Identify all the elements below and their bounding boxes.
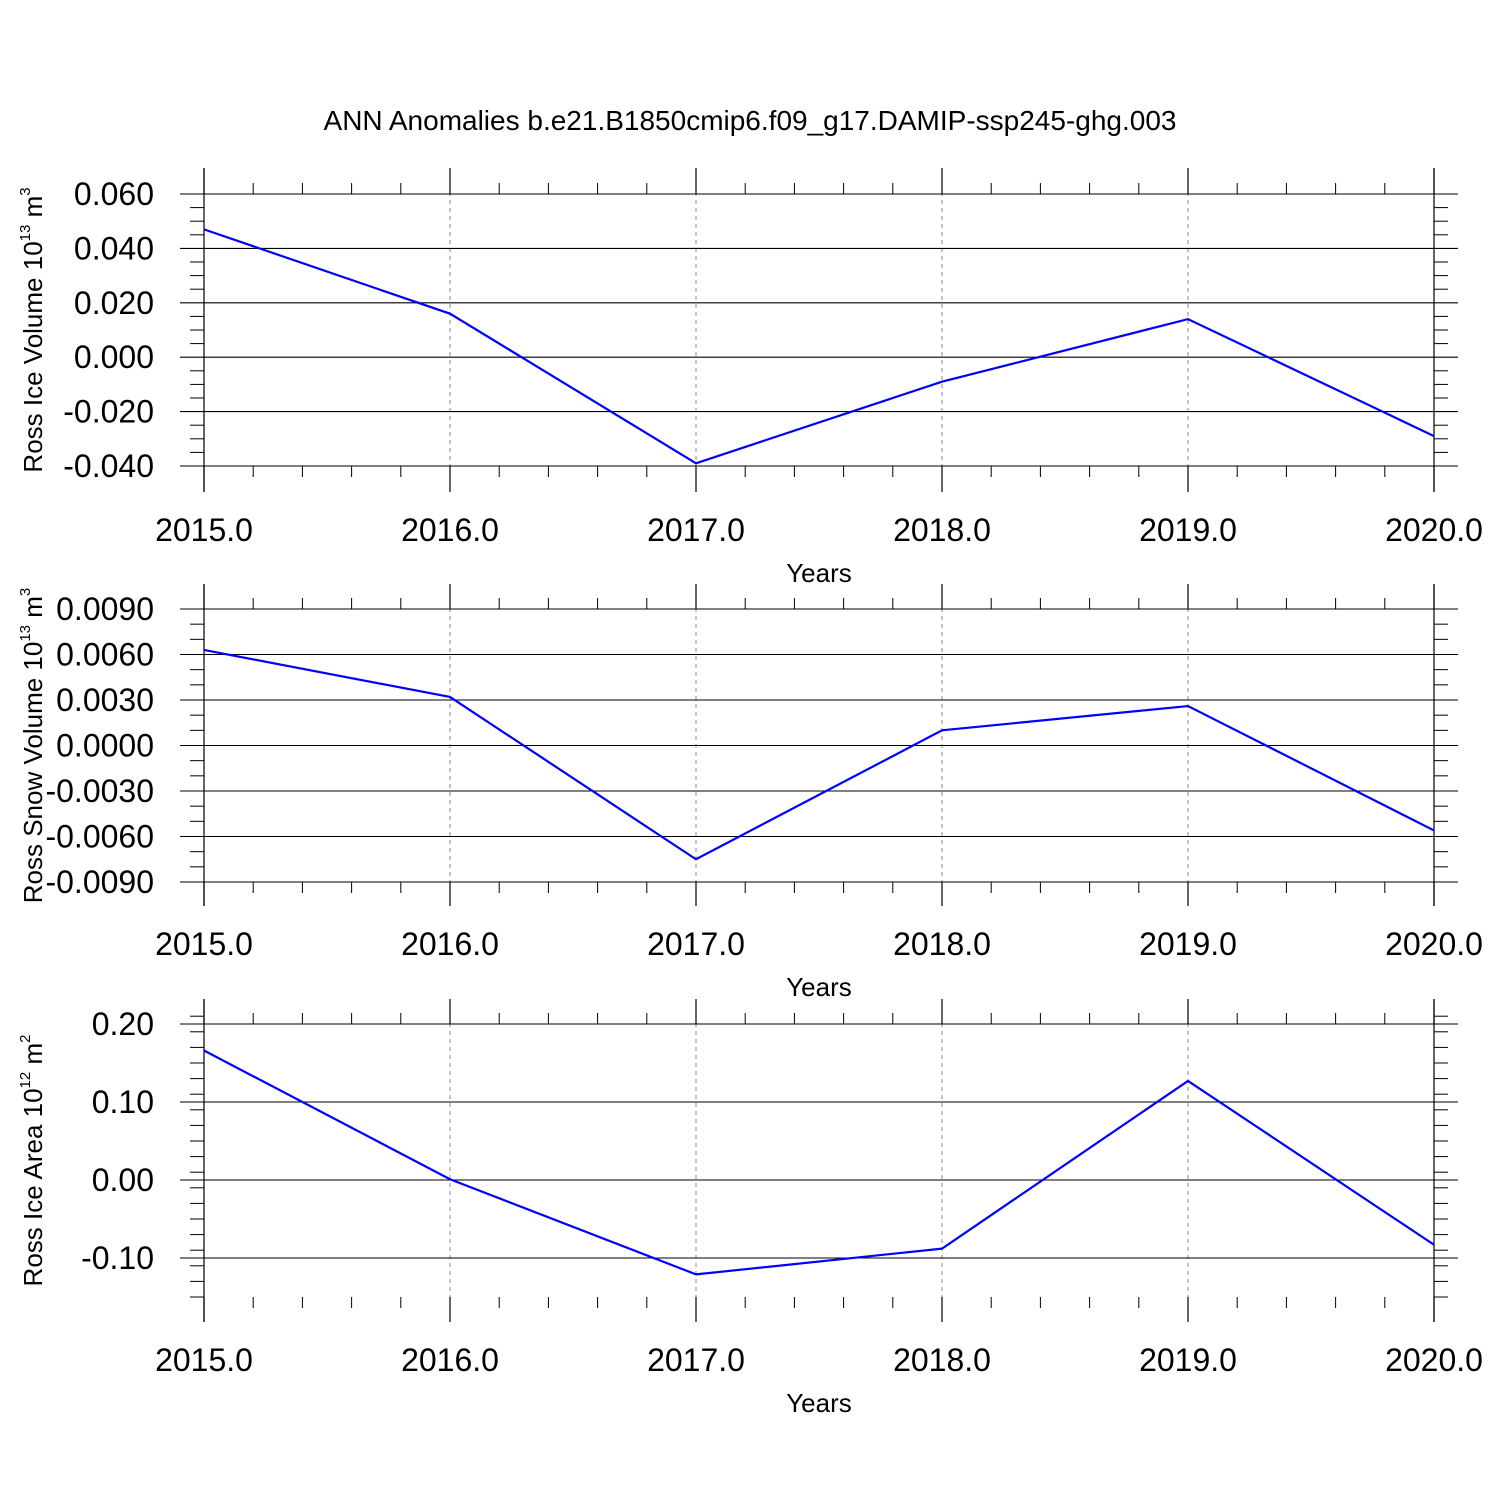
- series-line: [203, 1049, 1435, 1276]
- y-axis-title: Ross Ice Area 1012 m2: [17, 1035, 48, 1287]
- x-tick-label: 2017.0: [647, 926, 745, 962]
- x-tick-label: 2016.0: [401, 1342, 499, 1378]
- y-tick-label: 0.20: [92, 1006, 154, 1042]
- y-axis-title-unit: m: [18, 596, 48, 625]
- y-axis-title-exponent: 13: [17, 625, 34, 642]
- y-tick-label: -0.020: [63, 394, 154, 430]
- x-tick-label: 2019.0: [1139, 512, 1237, 548]
- y-tick-label: 0.10: [92, 1084, 154, 1120]
- y-tick-label: 0.040: [74, 230, 154, 266]
- y-tick-label: -0.0090: [45, 864, 154, 900]
- y-tick-label: 0.0060: [56, 637, 154, 673]
- y-axis-title: Ross Snow Volume 1013 m3: [17, 588, 48, 904]
- y-axis-title-text: Ross Ice Volume 10: [18, 241, 48, 472]
- x-tick-label: 2015.0: [155, 512, 253, 548]
- y-tick-label: 0.0090: [56, 591, 154, 627]
- y-axis-title-text: Ross Ice Area 10: [18, 1088, 48, 1286]
- x-tick-label: 2020.0: [1385, 512, 1483, 548]
- y-tick-label: 0.0030: [56, 682, 154, 718]
- y-axis-title-unit: m: [18, 196, 48, 225]
- chart-panel-3: 0.20 0.10 0.00 -0.10 2015.0 2016.0 2017.0 2018.…: [17, 999, 1483, 1418]
- x-tick-label: 2018.0: [893, 512, 991, 548]
- y-tick-label: -0.0030: [45, 773, 154, 809]
- y-axis-title-unit-exponent: 3: [17, 187, 34, 195]
- y-axis-title-unit: m: [18, 1043, 48, 1072]
- x-tick-label: 2019.0: [1139, 1342, 1237, 1378]
- x-tick-label: 2020.0: [1385, 1342, 1483, 1378]
- chart-title: ANN Anomalies b.e21.B1850cmip6.f09_g17.D…: [324, 105, 1177, 136]
- series-line: [203, 228, 1435, 465]
- x-axis-title: Years: [786, 558, 852, 588]
- y-tick-label: 0.060: [74, 176, 154, 212]
- x-tick-label: 2016.0: [401, 926, 499, 962]
- x-tick-label: 2016.0: [401, 512, 499, 548]
- y-tick-label: 0.020: [74, 285, 154, 321]
- y-tick-label: -0.0060: [45, 819, 154, 855]
- x-tick-label: 2018.0: [893, 926, 991, 962]
- y-tick-label: -0.10: [81, 1240, 154, 1276]
- y-tick-label: -0.040: [63, 448, 154, 484]
- x-tick-label: 2018.0: [893, 1342, 991, 1378]
- x-tick-label: 2015.0: [155, 1342, 253, 1378]
- y-tick-label: 0.00: [92, 1162, 154, 1198]
- x-axis-title: Years: [786, 972, 852, 1002]
- y-axis-title-exponent: 13: [17, 225, 34, 242]
- x-tick-label: 2020.0: [1385, 926, 1483, 962]
- x-tick-label: 2017.0: [647, 1342, 745, 1378]
- y-tick-label: 0.000: [74, 339, 154, 375]
- x-axis-title: Years: [786, 1388, 852, 1418]
- y-axis-title-exponent: 12: [17, 1072, 34, 1089]
- y-axis-title-unit-exponent: 2: [17, 1035, 34, 1043]
- chart-panel-2: 0.0090 0.0060 0.0030 0.0000 -0.0030 -0.0060 -0…: [17, 584, 1483, 1002]
- y-axis-title-text: Ross Snow Volume 10: [18, 642, 48, 904]
- y-axis-title-unit-exponent: 3: [17, 588, 34, 596]
- x-tick-label: 2015.0: [155, 926, 253, 962]
- y-tick-label: 0.0000: [56, 728, 154, 764]
- series-line: [203, 648, 1435, 861]
- y-axis-title: Ross Ice Volume 1013 m3: [17, 187, 48, 472]
- x-tick-label: 2017.0: [647, 512, 745, 548]
- x-tick-label: 2019.0: [1139, 926, 1237, 962]
